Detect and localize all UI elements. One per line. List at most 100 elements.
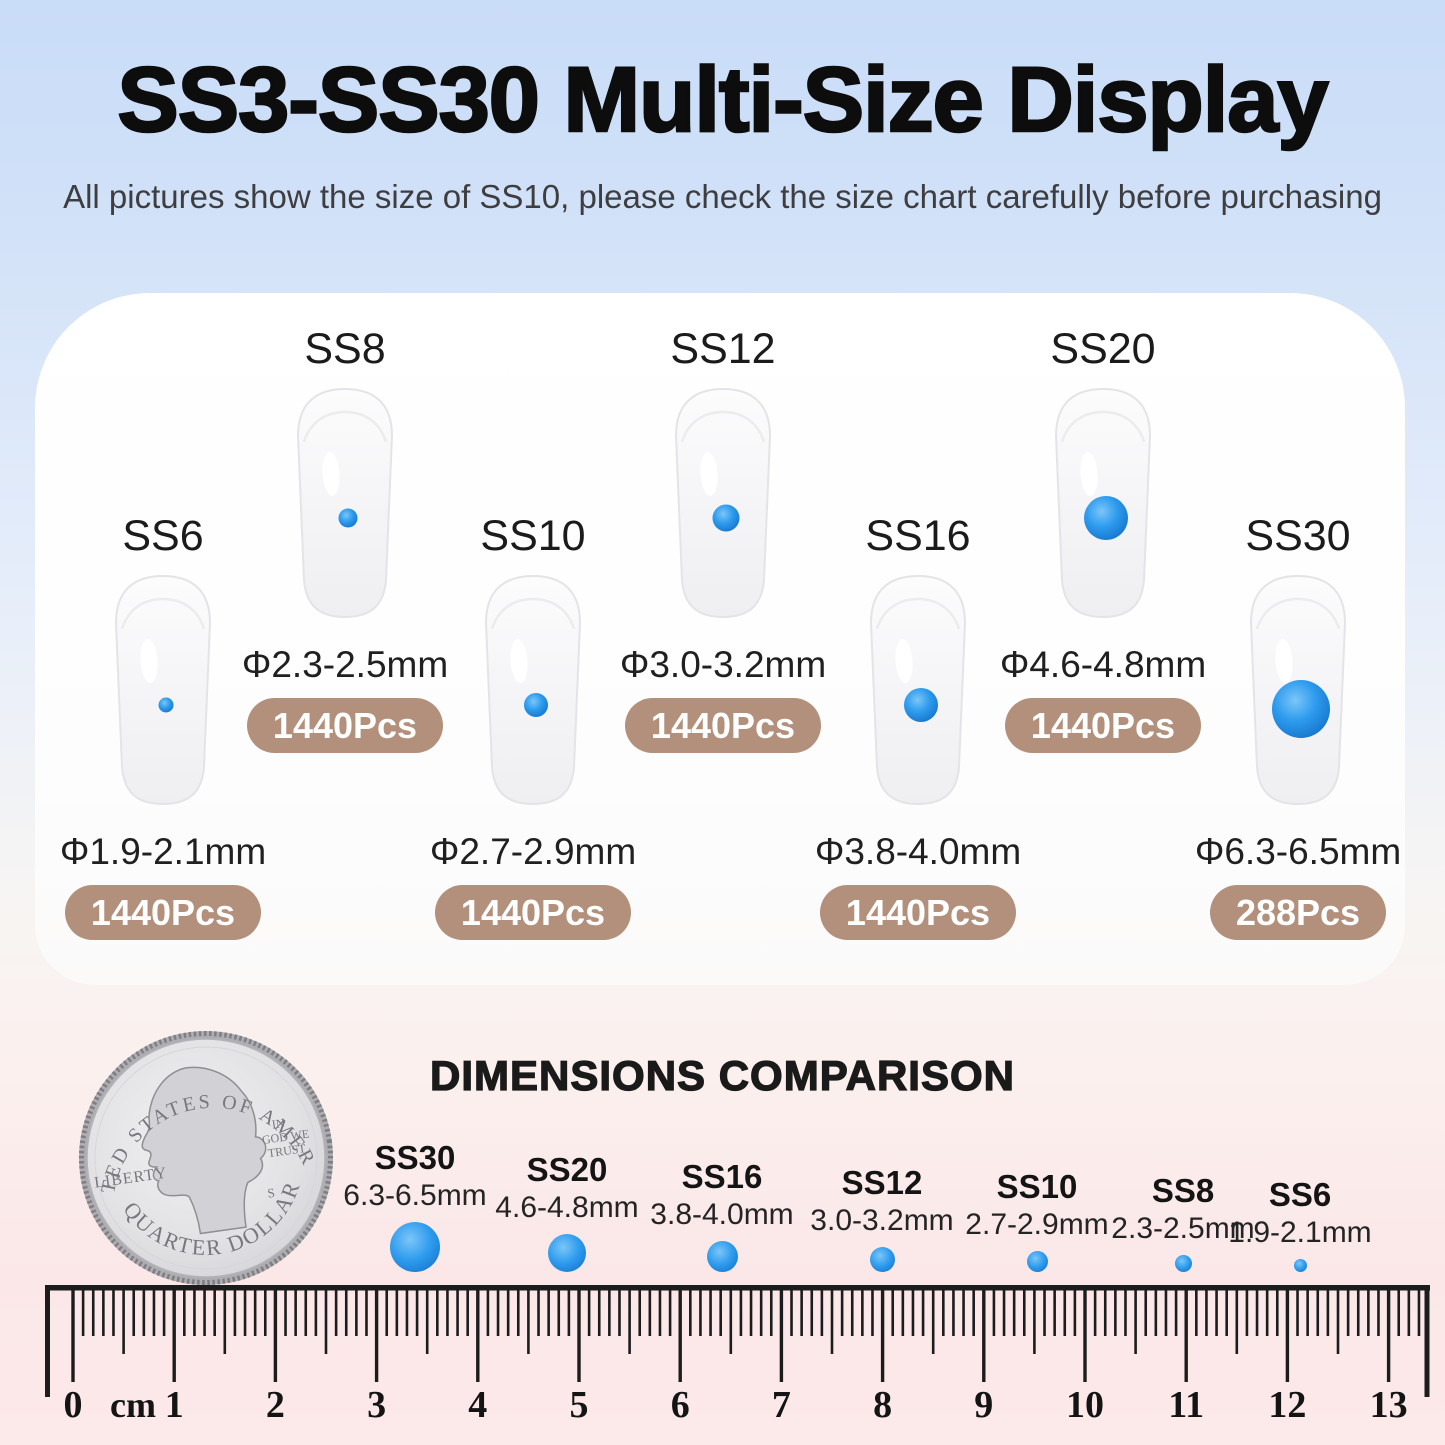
nail-tip-image [869, 574, 967, 806]
dot-size-name: SS16 [681, 1157, 763, 1195]
ruler-number: 7 [772, 1384, 791, 1426]
ruler-number: 12 [1268, 1384, 1306, 1426]
page-title: SS3-SS30 Multi-Size Display [116, 48, 1330, 153]
ruler-number: 1 [165, 1384, 184, 1426]
dot-size-range: 2.3-2.5mm [1111, 1212, 1255, 1245]
dot-size-name: SS30 [374, 1138, 456, 1176]
ruler-top-bar [45, 1285, 1430, 1291]
rhinestone-gem [904, 688, 938, 722]
dot-size-name: SS12 [841, 1163, 923, 1201]
nail-size-name: SS16 [865, 512, 971, 560]
nail-sample: SS12 Φ3.0-3.2mm 1440Pcs [603, 325, 843, 753]
nail-highlight [895, 639, 913, 683]
nail-tip-line [875, 597, 961, 630]
nail-diameter-label: Φ2.3-2.5mm [241, 644, 449, 685]
nail-sample: SS6 Φ1.9-2.1mm 1440Pcs [43, 512, 283, 940]
nail-size-name: SS8 [304, 325, 386, 373]
ruler-number: cm [110, 1385, 156, 1425]
ruler-number: 11 [1168, 1384, 1204, 1426]
nail-tip-image [114, 574, 212, 806]
nail-tip-line [120, 597, 206, 630]
dot-size-range: 3.8-4.0mm [650, 1198, 794, 1231]
nail-tip-image [1054, 387, 1152, 619]
ruler-number: 9 [974, 1384, 993, 1426]
nail-diameter-label: Φ4.6-4.8mm [999, 644, 1207, 685]
nail-tip-image [1249, 574, 1347, 806]
nail-diameter-label: Φ6.3-6.5mm [1194, 831, 1402, 872]
nail-highlight [700, 452, 718, 496]
ruler-number: 6 [671, 1384, 690, 1426]
rhinestone-dot [706, 1241, 738, 1272]
ruler-number: 13 [1370, 1384, 1408, 1426]
nail-tip-line [490, 597, 576, 630]
nail-body [674, 387, 772, 619]
piece-count-badge: 1440Pcs [434, 885, 632, 940]
dimension-dot-item: SS10 2.7-2.9mm [947, 1167, 1127, 1272]
dot-size-range: 1.9-2.1mm [1228, 1216, 1372, 1249]
rhinestone-dot [1026, 1251, 1048, 1272]
dot-size-name: SS6 [1268, 1175, 1332, 1213]
ruler-number: 0 [64, 1384, 83, 1426]
piece-count-badge: 1440Pcs [624, 698, 822, 753]
rhinestone-gem [1272, 680, 1330, 738]
nail-size-name: SS20 [1050, 325, 1156, 373]
nail-sample: SS20 Φ4.6-4.8mm 1440Pcs [983, 325, 1223, 753]
nail-highlight [510, 639, 528, 683]
dimension-dot-item: SS20 4.6-4.8mm [477, 1150, 657, 1272]
piece-count-badge: 288Pcs [1209, 885, 1387, 940]
nail-diameter-label: Φ2.7-2.9mm [429, 831, 637, 872]
nail-diameter-label: Φ3.8-4.0mm [814, 831, 1022, 872]
page-subtitle: All pictures show the size of SS10, plea… [63, 178, 1382, 215]
rhinestone-dot [1174, 1255, 1192, 1272]
nail-tip-line [680, 410, 766, 443]
nail-highlight [1275, 639, 1293, 683]
rhinestone-dot [869, 1247, 895, 1272]
rhinestone-gem [338, 508, 358, 528]
nail-tip-image [484, 574, 582, 806]
coin-motto-text: IN GOD WE TRUST [259, 1112, 315, 1161]
nail-size-name: SS30 [1245, 512, 1351, 560]
ruler-number: 10 [1066, 1384, 1104, 1426]
nail-body [114, 574, 212, 806]
nail-size-name: SS12 [670, 325, 776, 373]
ruler-number: 3 [367, 1384, 386, 1426]
rhinestone-gem [1084, 496, 1128, 540]
rhinestone-gem [158, 697, 174, 713]
coin-inner-rim [94, 1046, 318, 1270]
nail-tip-line [1255, 597, 1341, 630]
nail-tip-image [296, 387, 394, 619]
dot-size-range: 3.0-3.2mm [810, 1204, 954, 1237]
dimension-dot-item: SS8 2.3-2.5mm [1093, 1171, 1273, 1272]
coin-reeded-edge [78, 1031, 333, 1285]
nail-sample: SS8 Φ2.3-2.5mm 1440Pcs [225, 325, 465, 753]
nail-tip-line [302, 410, 388, 443]
nail-highlight [140, 639, 158, 683]
dot-size-name: SS20 [526, 1150, 608, 1188]
nail-tip-image [674, 387, 772, 619]
coin-mint-mark: S [266, 1185, 275, 1201]
nail-body [296, 387, 394, 619]
nail-highlight [1080, 452, 1098, 496]
dimension-dot-item: SS12 3.0-3.2mm [792, 1163, 972, 1272]
rhinestone-gem [524, 693, 548, 717]
nail-sample: SS16 Φ3.8-4.0mm 1440Pcs [798, 512, 1038, 940]
dot-size-range: 6.3-6.5mm [343, 1179, 487, 1212]
dot-size-name: SS10 [996, 1167, 1078, 1205]
rhinestone-dot [548, 1234, 586, 1272]
dimension-dot-item: SS16 3.8-4.0mm [632, 1157, 812, 1272]
dimension-dot-item: SS30 6.3-6.5mm [325, 1138, 505, 1272]
rhinestone-dot [390, 1222, 440, 1272]
washington-profile [141, 1066, 267, 1235]
rhinestone-dot [1293, 1259, 1307, 1272]
dot-size-range: 4.6-4.8mm [495, 1191, 639, 1224]
nail-diameter-label: Φ1.9-2.1mm [59, 831, 267, 872]
dot-size-name: SS8 [1151, 1171, 1215, 1209]
nail-body [484, 574, 582, 806]
piece-count-badge: 1440Pcs [1004, 698, 1202, 753]
nail-sample: SS10 Φ2.7-2.9mm 1440Pcs [413, 512, 653, 940]
dot-size-range: 2.7-2.9mm [965, 1208, 1109, 1241]
dimensions-comparison-title: DIMENSIONS COMPARISON [429, 1051, 1015, 1099]
quarter-coin-image: UNITED STATES OF AMERICA QUARTER DOLLAR … [59, 1011, 353, 1305]
